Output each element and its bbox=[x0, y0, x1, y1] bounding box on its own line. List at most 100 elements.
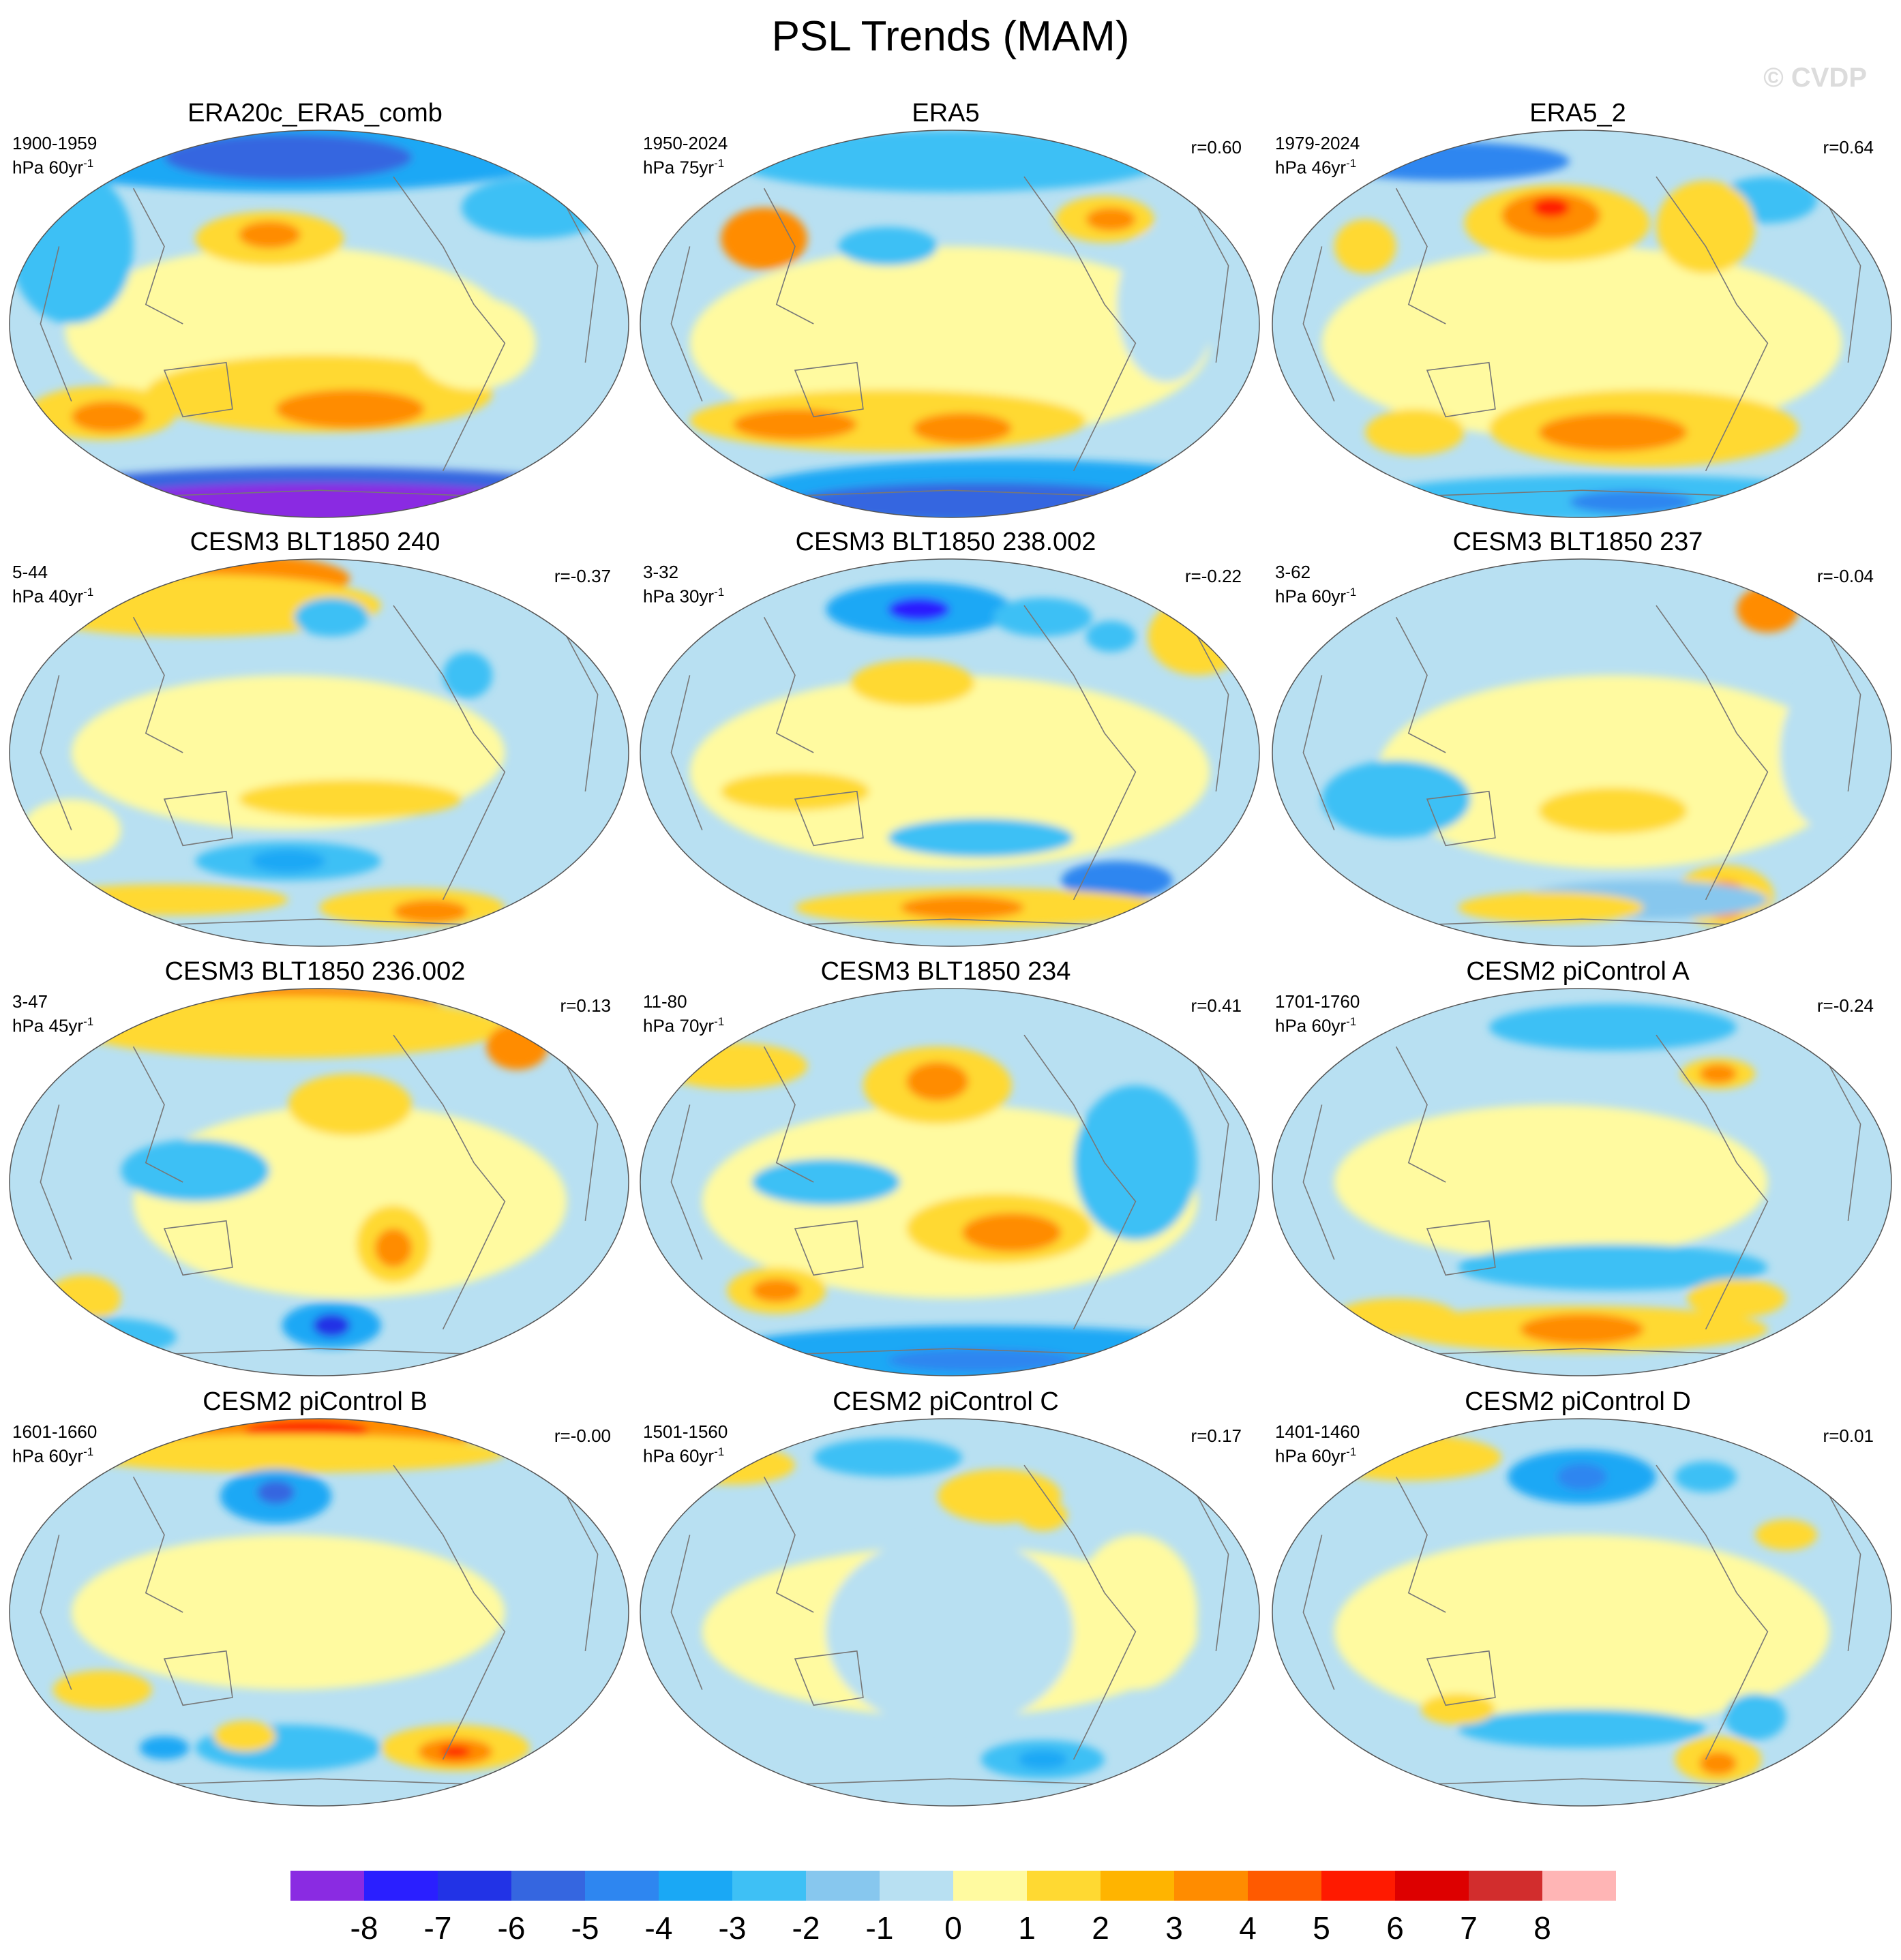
coastline bbox=[40, 1464, 599, 1788]
coastline bbox=[1302, 605, 1861, 928]
correlation-label: r=0.01 bbox=[1823, 1426, 1874, 1446]
trend-map bbox=[640, 988, 1260, 1376]
coastline bbox=[670, 1464, 1229, 1788]
trend-contour bbox=[1321, 246, 1842, 440]
trend-map bbox=[640, 130, 1260, 518]
period-label: 1950-2024 bbox=[643, 133, 728, 153]
map-panel-7: CESM3 BLT1850 236.002 3-47 hPa 45yr-1 r=0.1… bbox=[0, 956, 630, 1385]
trend-contour bbox=[71, 1535, 505, 1690]
trend-map bbox=[1272, 988, 1892, 1376]
trend-map bbox=[9, 1418, 629, 1807]
panel-title: ERA20c_ERA5_comb bbox=[188, 99, 443, 127]
trend-contour bbox=[40, 884, 288, 916]
trend-contour bbox=[1557, 1463, 1607, 1491]
trend-contour bbox=[71, 482, 567, 517]
watermark: © CVDP bbox=[1763, 63, 1867, 93]
colorbar-tick-label: 3 bbox=[1165, 1910, 1183, 1946]
correlation-label: r=0.13 bbox=[560, 995, 611, 1016]
trend-contour bbox=[139, 1736, 190, 1760]
colorbar-tick-label: -7 bbox=[424, 1910, 452, 1946]
colorbar-tick-label: 7 bbox=[1460, 1910, 1478, 1946]
trend-contour bbox=[1458, 1243, 1768, 1291]
coastline bbox=[40, 176, 599, 499]
trend-contour bbox=[275, 389, 425, 429]
colorbar-box bbox=[806, 1871, 880, 1901]
trend-contour bbox=[838, 227, 938, 266]
trend-contour bbox=[312, 1314, 350, 1338]
trend-contour bbox=[1538, 412, 1688, 452]
colorbar-box bbox=[1469, 1871, 1542, 1901]
trend-contour bbox=[1699, 1751, 1737, 1775]
correlation-label: r=0.17 bbox=[1191, 1426, 1242, 1446]
colorbar-box bbox=[511, 1871, 585, 1901]
units-label: hPa 60yr-1 bbox=[1275, 1015, 1357, 1036]
colorbar-box bbox=[953, 1871, 1027, 1901]
panel-title: CESM3 BLT1850 238.002 bbox=[795, 528, 1096, 556]
trend-contour bbox=[412, 297, 536, 390]
page-title: PSL Trends (MAM) bbox=[771, 13, 1130, 60]
units-label: hPa 30yr-1 bbox=[643, 586, 725, 607]
units-label: hPa 70yr-1 bbox=[643, 1015, 725, 1036]
map-outline bbox=[640, 988, 1260, 1376]
colorbar-tick-label: 1 bbox=[1018, 1910, 1036, 1946]
panel-title: CESM3 BLT1850 236.002 bbox=[164, 957, 466, 986]
trend-contour bbox=[733, 130, 1167, 192]
trend-contour bbox=[888, 1348, 1074, 1372]
period-label: 1501-1560 bbox=[643, 1421, 728, 1442]
colorbar-box bbox=[290, 1871, 364, 1901]
trend-contour bbox=[813, 1438, 963, 1477]
map-panel-3: ERA5_2 1979-2024 hPa 46yr-1 r=0.64 bbox=[1263, 97, 1893, 527]
period-label: 1900-1959 bbox=[12, 133, 98, 153]
map-outline bbox=[9, 988, 629, 1376]
trend-map bbox=[640, 1418, 1260, 1807]
trend-contour bbox=[751, 1158, 901, 1206]
trend-contour bbox=[795, 482, 1167, 517]
correlation-label: r=-0.00 bbox=[554, 1426, 611, 1446]
map-panel-8: CESM3 BLT1850 234 11-80 hPa 70yr-1 r=0.41 bbox=[631, 956, 1261, 1385]
trend-contour bbox=[1086, 207, 1136, 231]
panel-title: CESM3 BLT1850 234 bbox=[820, 957, 1071, 986]
trend-contour bbox=[238, 779, 462, 819]
trend-contour bbox=[1656, 180, 1756, 274]
colorbar-tick-label: 0 bbox=[944, 1910, 962, 1946]
trend-contour bbox=[121, 1139, 270, 1202]
trend-contour bbox=[1073, 1535, 1198, 1690]
units-label: hPa 75yr-1 bbox=[643, 157, 725, 178]
trend-map bbox=[9, 988, 629, 1376]
trend-contour bbox=[1532, 198, 1570, 217]
trend-contour bbox=[1017, 1749, 1068, 1770]
correlation-label: r=0.64 bbox=[1823, 137, 1874, 157]
coastline bbox=[1302, 1464, 1861, 1788]
colorbar-tick-label: 2 bbox=[1092, 1910, 1109, 1946]
period-label: 11-80 bbox=[643, 991, 687, 1012]
colorbar-tick-label: -6 bbox=[498, 1910, 526, 1946]
colorbar-box bbox=[1321, 1871, 1395, 1901]
colorbar-box bbox=[1101, 1871, 1174, 1901]
colorbar-box bbox=[1542, 1871, 1616, 1901]
trend-contour bbox=[1458, 892, 1644, 923]
map-panel-10: CESM2 piControl B 1601-1660 hPa 60yr-1 r=-0… bbox=[0, 1386, 630, 1815]
units-label: hPa 46yr-1 bbox=[1275, 157, 1357, 178]
trend-contour bbox=[1334, 219, 1396, 274]
colorbar-tick-label: 8 bbox=[1533, 1910, 1551, 1946]
trend-contour bbox=[53, 1670, 152, 1709]
trend-contour bbox=[826, 1535, 1074, 1729]
trend-contour bbox=[850, 659, 975, 706]
map-outline bbox=[9, 558, 629, 947]
map-outline bbox=[9, 130, 629, 518]
trend-contour bbox=[1724, 1693, 1786, 1740]
trend-contour bbox=[1699, 1064, 1737, 1084]
trend-contour bbox=[1377, 675, 1848, 869]
trend-contour bbox=[962, 1213, 1062, 1252]
trend-contour bbox=[393, 899, 468, 923]
trend-contour bbox=[251, 849, 326, 873]
panel-title: CESM3 BLT1850 237 bbox=[1452, 528, 1703, 556]
panel-title: CESM2 piControl C bbox=[833, 1387, 1059, 1416]
trend-contour bbox=[1334, 1298, 1458, 1338]
correlation-label: r=0.60 bbox=[1191, 137, 1242, 157]
correlation-label: r=-0.24 bbox=[1816, 995, 1874, 1016]
trend-contour bbox=[71, 1434, 505, 1473]
trend-map bbox=[9, 130, 629, 518]
map-outline bbox=[1272, 1418, 1892, 1807]
coastline bbox=[670, 605, 1229, 928]
